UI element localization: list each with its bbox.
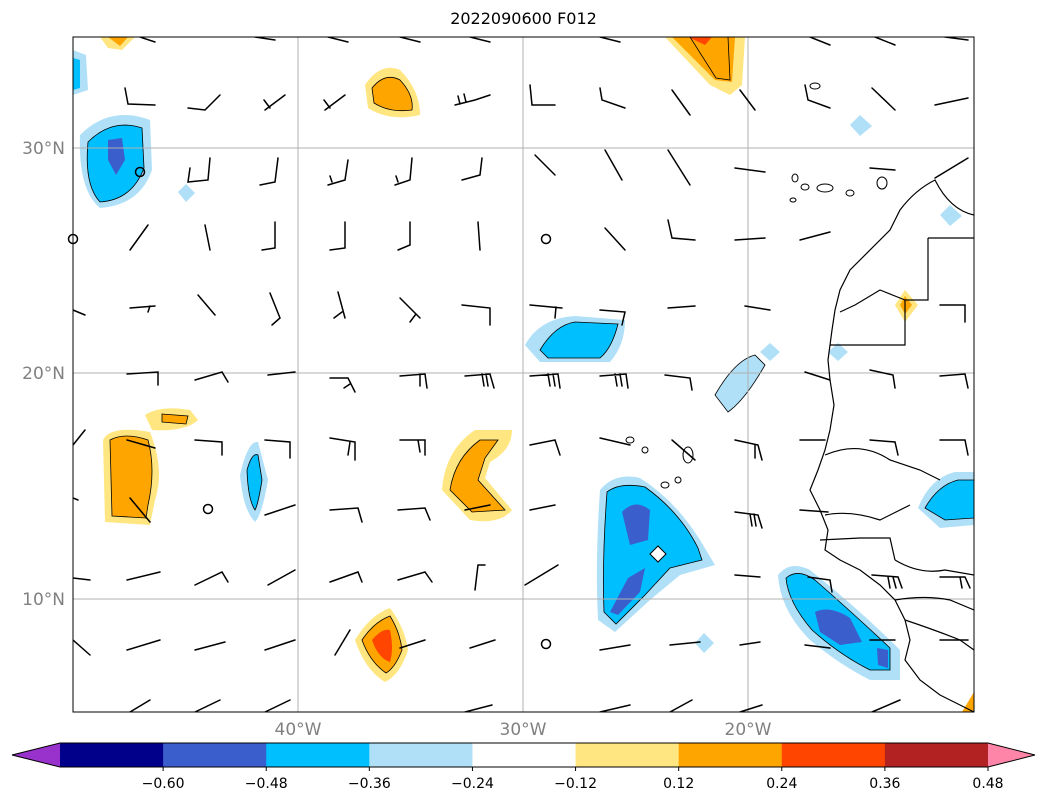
contour-negative — [695, 633, 714, 653]
contour-negative — [815, 609, 862, 645]
colorbar-bin — [60, 743, 164, 767]
colorbar-tick-label: 0.24 — [766, 776, 797, 792]
colorbar: −0.60 −0.48 −0.36 −0.24 −0.12 0.12 0.24 0.36 0.4… — [11, 742, 1036, 792]
colorbar-tick-label: 0.48 — [972, 776, 1003, 792]
contour-negative — [760, 343, 780, 361]
contour-negative — [925, 480, 974, 520]
islands — [625, 82, 888, 489]
contour-negative — [540, 322, 618, 358]
contour-positive — [372, 77, 413, 111]
colorbar-tick-label: 0.36 — [869, 776, 900, 792]
plot-title: 2022090600 F012 — [450, 9, 597, 28]
colorbar-tick-label: −0.48 — [245, 776, 288, 792]
colorbar-tick-label: −0.12 — [554, 776, 597, 792]
contour-positive — [450, 440, 505, 512]
lon-label-40w: 40°W — [275, 720, 322, 740]
colorbar-tick-label: 0.12 — [663, 776, 694, 792]
contour-lines — [86, 37, 974, 674]
contour-positive — [649, 545, 667, 563]
contour-negative — [828, 343, 848, 361]
filled-contours — [73, 37, 974, 712]
wind-barbs — [73, 37, 971, 712]
colorbar-tick-label: −0.36 — [348, 776, 391, 792]
contour-negative — [247, 454, 262, 510]
contour-negative — [715, 355, 765, 412]
colorbar-tick-label: −0.60 — [142, 776, 185, 792]
colorbar-tick-label: −0.24 — [451, 776, 494, 792]
contour-positive — [372, 629, 392, 662]
contour-negative — [178, 184, 195, 202]
contour-positive — [110, 436, 152, 518]
colorbar-bin — [266, 743, 370, 767]
contour-negative — [622, 504, 650, 545]
colorbar-extend-max — [988, 743, 1035, 767]
contour-positive — [672, 37, 735, 82]
colorbar-bin — [163, 743, 267, 767]
lat-label-10n: 10°N — [22, 590, 65, 610]
colorbar-bin — [472, 743, 577, 767]
contour-positive — [688, 37, 712, 45]
colorbar-bin — [884, 743, 989, 767]
contour-negative — [877, 648, 888, 668]
contour-negative — [850, 115, 872, 136]
contour-positive — [108, 37, 128, 46]
colorbar-bin — [781, 743, 886, 767]
lon-label-20w: 20°W — [725, 720, 772, 740]
colorbar-outline — [11, 742, 1036, 768]
lon-label-30w: 30°W — [500, 720, 547, 740]
colorbar-extend-min — [12, 743, 60, 767]
colorbar-bin — [678, 743, 783, 767]
contour-negative — [108, 138, 125, 175]
contour-negative — [940, 205, 962, 226]
lat-label-30n: 30°N — [22, 139, 65, 159]
contour-positive — [162, 414, 188, 424]
colorbar-bin — [575, 743, 680, 767]
colorbar-bin — [369, 743, 473, 767]
contour-negative — [610, 568, 645, 615]
map-frame — [72, 36, 975, 713]
lat-label-20n: 20°N — [22, 364, 65, 384]
contour-positive — [900, 296, 912, 314]
contour-negative — [73, 58, 80, 90]
